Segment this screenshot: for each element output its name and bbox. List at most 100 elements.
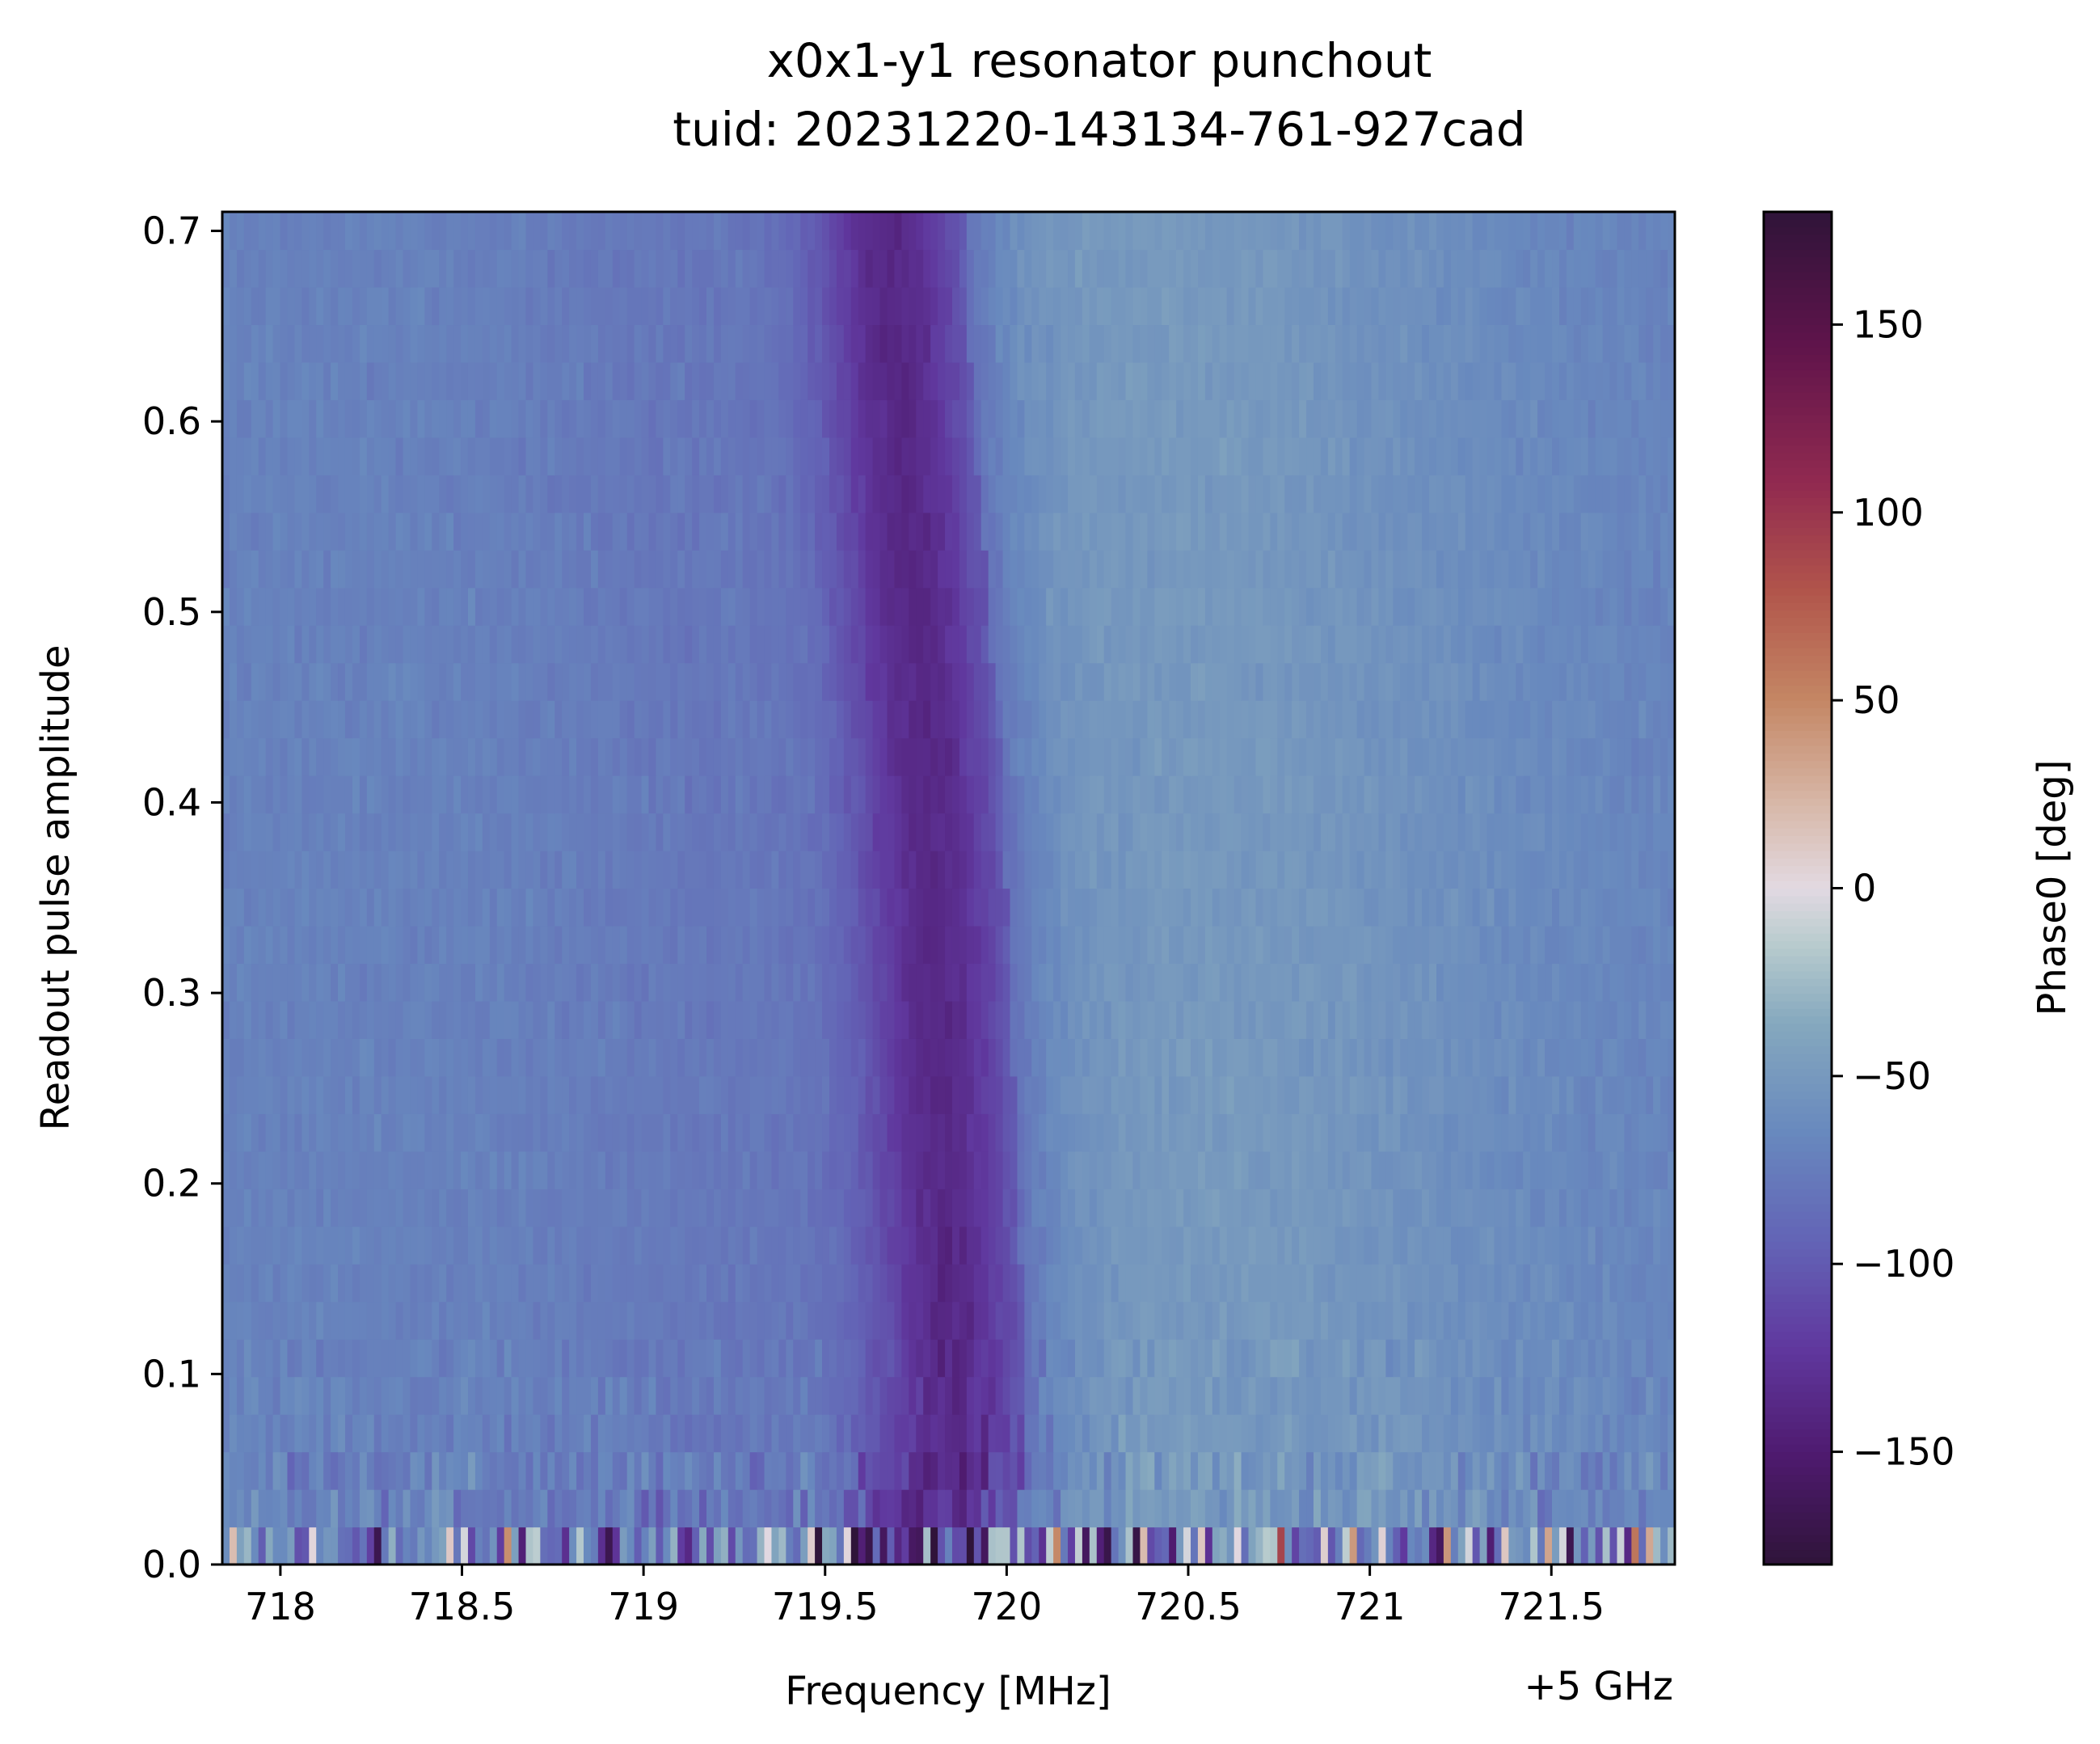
- heatmap-cell: [432, 1451, 440, 1490]
- heatmap-cell: [432, 813, 440, 851]
- heatmap-cell: [995, 625, 1004, 664]
- heatmap-cell: [533, 662, 541, 701]
- heatmap-cell: [1096, 888, 1105, 927]
- heatmap-cell: [836, 1151, 845, 1189]
- heatmap-cell: [872, 1489, 881, 1528]
- heatmap-cell: [1552, 963, 1560, 1002]
- heatmap-cell: [800, 813, 808, 851]
- heatmap-cell: [373, 1189, 382, 1227]
- heatmap-cell: [995, 737, 1004, 776]
- heatmap-cell: [1002, 813, 1011, 851]
- heatmap-cell: [373, 662, 382, 701]
- heatmap-cell: [1566, 1189, 1575, 1227]
- heatmap-cell: [1602, 888, 1611, 927]
- heatmap-cell: [1154, 1000, 1162, 1039]
- heatmap-cell: [243, 700, 252, 739]
- heatmap-cell: [699, 662, 707, 701]
- heatmap-cell: [887, 1075, 896, 1114]
- heatmap-cell: [511, 851, 520, 889]
- heatmap-cell: [815, 662, 823, 701]
- heatmap-cell: [590, 625, 599, 664]
- heatmap-cell: [1292, 963, 1300, 1002]
- heatmap-cell: [1465, 1339, 1474, 1378]
- heatmap-cell: [1523, 1075, 1531, 1114]
- heatmap-cell: [461, 1451, 469, 1490]
- heatmap-cell: [1147, 700, 1155, 739]
- heatmap-cell: [1508, 1489, 1516, 1528]
- heatmap-cell: [388, 1414, 397, 1453]
- heatmap-cell: [424, 1226, 432, 1265]
- heatmap-cell: [265, 1113, 274, 1152]
- heatmap-cell: [1212, 775, 1221, 814]
- heatmap-cell: [685, 1451, 693, 1490]
- heatmap-cell: [511, 1226, 520, 1265]
- heatmap-cell: [1046, 1189, 1054, 1227]
- heatmap-cell: [1588, 1339, 1596, 1378]
- heatmap-cell: [988, 1226, 997, 1265]
- heatmap-cell: [1255, 851, 1263, 889]
- heatmap-cell: [858, 737, 867, 776]
- heatmap-cell: [323, 1489, 331, 1528]
- heatmap-cell: [1422, 1301, 1430, 1340]
- heatmap-cell: [525, 888, 534, 927]
- heatmap-cell: [373, 1414, 382, 1453]
- heatmap-cell: [720, 1000, 729, 1039]
- heatmap-cell: [1132, 1527, 1141, 1565]
- heatmap-cell: [388, 1075, 397, 1114]
- heatmap-cell: [1638, 1226, 1647, 1265]
- heatmap-cell: [359, 925, 368, 965]
- heatmap-cell: [656, 888, 664, 927]
- heatmap-cell: [453, 813, 462, 851]
- heatmap-cell: [1162, 1151, 1170, 1189]
- heatmap-cell: [1010, 1000, 1018, 1039]
- heatmap-cell: [692, 1264, 700, 1303]
- heatmap-cell: [901, 1527, 909, 1565]
- heatmap-cell: [1002, 1264, 1011, 1303]
- heatmap-cell: [1545, 925, 1553, 965]
- heatmap-cell: [764, 1264, 773, 1303]
- heatmap-cell: [1061, 625, 1069, 664]
- heatmap-cell: [1277, 625, 1285, 664]
- heatmap-cell: [359, 1038, 368, 1077]
- heatmap-cell: [1024, 625, 1032, 664]
- heatmap-cell: [1074, 1301, 1083, 1340]
- heatmap-cell: [1169, 1301, 1177, 1340]
- heatmap-cell: [1263, 700, 1271, 739]
- heatmap-cell: [1255, 1151, 1263, 1189]
- heatmap-cell: [1162, 662, 1170, 701]
- heatmap-cell: [590, 1414, 599, 1453]
- heatmap-cell: [251, 1113, 259, 1152]
- heatmap-cell: [1176, 625, 1184, 664]
- heatmap-cell: [243, 1527, 252, 1565]
- heatmap-cell: [771, 1075, 779, 1114]
- heatmap-cell: [309, 1075, 317, 1114]
- heatmap-cell: [1031, 925, 1039, 965]
- heatmap-cell: [757, 1226, 765, 1265]
- heatmap-cell: [359, 813, 368, 851]
- heatmap-cell: [1191, 925, 1199, 965]
- heatmap-cell: [685, 1339, 693, 1378]
- heatmap-cell: [1523, 963, 1531, 1002]
- heatmap-cell: [1494, 737, 1503, 776]
- heatmap-cell: [966, 1376, 975, 1415]
- heatmap-cell: [424, 700, 432, 739]
- heatmap-cell: [424, 963, 432, 1002]
- heatmap-cell: [410, 963, 418, 1002]
- heatmap-cell: [1241, 1264, 1250, 1303]
- heatmap-cell: [576, 662, 584, 701]
- heatmap-cell: [901, 1000, 909, 1039]
- heatmap-cell: [1393, 1264, 1401, 1303]
- heatmap-cell: [1668, 700, 1676, 739]
- heatmap-cell: [1393, 1376, 1401, 1415]
- heatmap-cell: [778, 888, 786, 927]
- heatmap-cell: [236, 851, 245, 889]
- heatmap-cell: [1443, 662, 1452, 701]
- heatmap-cell: [280, 1189, 289, 1227]
- heatmap-cell: [1545, 888, 1553, 927]
- heatmap-cell: [1233, 1339, 1242, 1378]
- heatmap-cell: [670, 1414, 678, 1453]
- heatmap-cell: [778, 625, 786, 664]
- heatmap-cell: [1140, 1000, 1148, 1039]
- heatmap-cell: [1660, 700, 1668, 739]
- heatmap-cell: [1508, 925, 1516, 965]
